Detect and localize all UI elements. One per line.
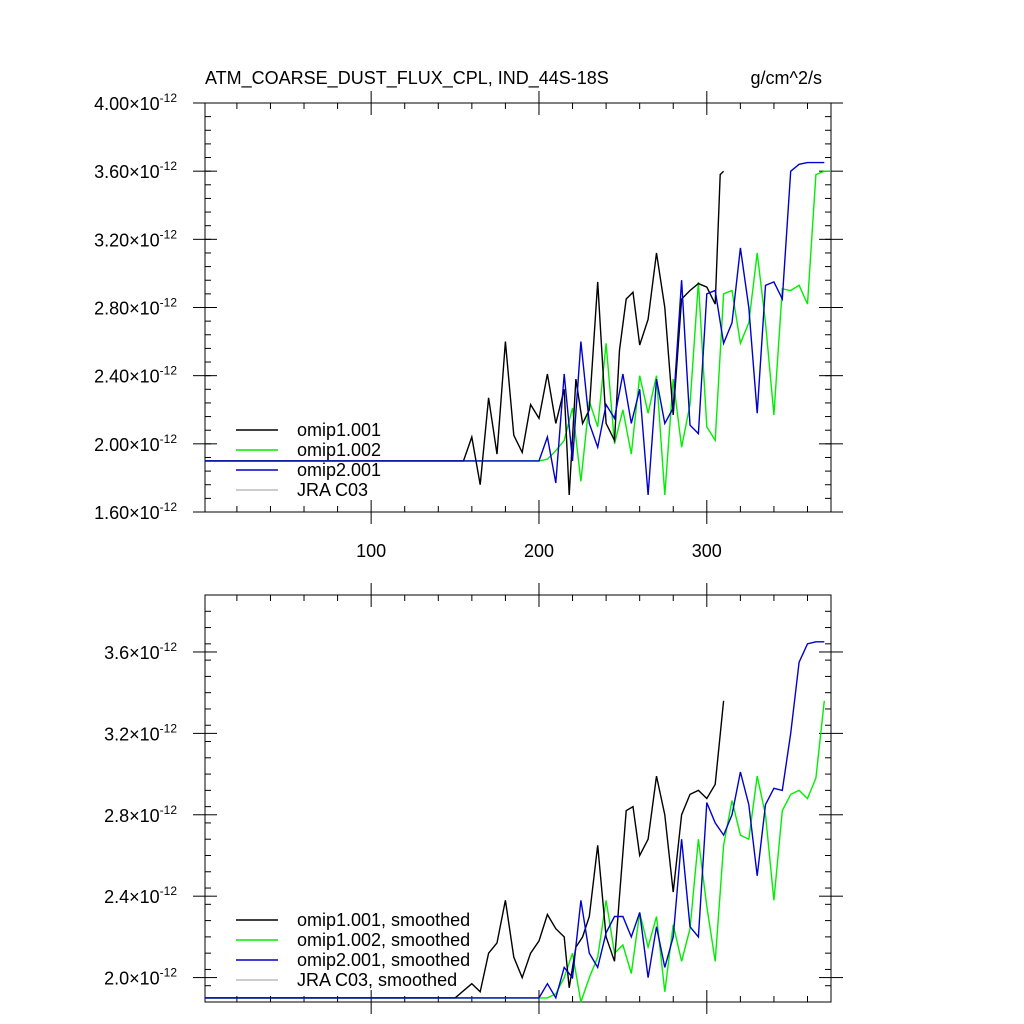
x-tick-label: 300 (692, 541, 722, 561)
units-label: g/cm^2/s (751, 68, 822, 88)
y-tick-label: 2.8×10-12 (104, 803, 177, 826)
y-tick-label: 2.0×10-12 (104, 966, 177, 989)
legend-label: omip2.001, smoothed (297, 950, 470, 970)
y-tick-label: 2.4×10-12 (104, 884, 177, 907)
y-tick-label: 2.40×10-12 (94, 364, 177, 387)
series-line-omip2-001 (205, 161, 825, 496)
x-tick-label: 200 (524, 541, 554, 561)
legend-label: omip1.002, smoothed (297, 930, 470, 950)
legend-label: omip1.002 (297, 440, 381, 460)
y-tick-label: 2.00×10-12 (94, 432, 177, 455)
x-tick-label: 100 (356, 541, 386, 561)
series-line-omip2-001-smoothed (205, 641, 825, 1000)
y-tick-label: 3.2×10-12 (104, 721, 177, 744)
y-tick-label: 3.20×10-12 (94, 227, 177, 250)
y-tick-label: 1.60×10-12 (94, 500, 177, 523)
legend-label: omip1.001, smoothed (297, 910, 470, 930)
plot-frame (204, 594, 832, 1003)
series-line-omip1-001 (205, 170, 725, 496)
legend-label: omip1.001 (297, 420, 381, 440)
series-line-omip1-001-smoothed (205, 700, 725, 999)
legend-label: JRA C03 (297, 480, 368, 500)
y-tick-label: 3.6×10-12 (104, 640, 177, 663)
y-tick-label: 3.60×10-12 (94, 159, 177, 182)
legend-label: omip2.001 (297, 460, 381, 480)
y-tick-label: 4.00×10-12 (94, 91, 177, 114)
y-tick-label: 2.80×10-12 (94, 296, 177, 319)
chart-panel-2: 2.0×10-12 2.4×10-12 2.8×10-12 3.2×10-12 3.6×… (104, 583, 843, 1014)
chart-panel-1: ATM_COARSE_DUST_FLUX_CPL, IND_44S-18S g/c… (94, 68, 843, 561)
series-line-omip1-002-smoothed (205, 700, 825, 1003)
legend-label: JRA C03, smoothed (297, 970, 457, 990)
chart-title: ATM_COARSE_DUST_FLUX_CPL, IND_44S-18S (205, 68, 609, 89)
